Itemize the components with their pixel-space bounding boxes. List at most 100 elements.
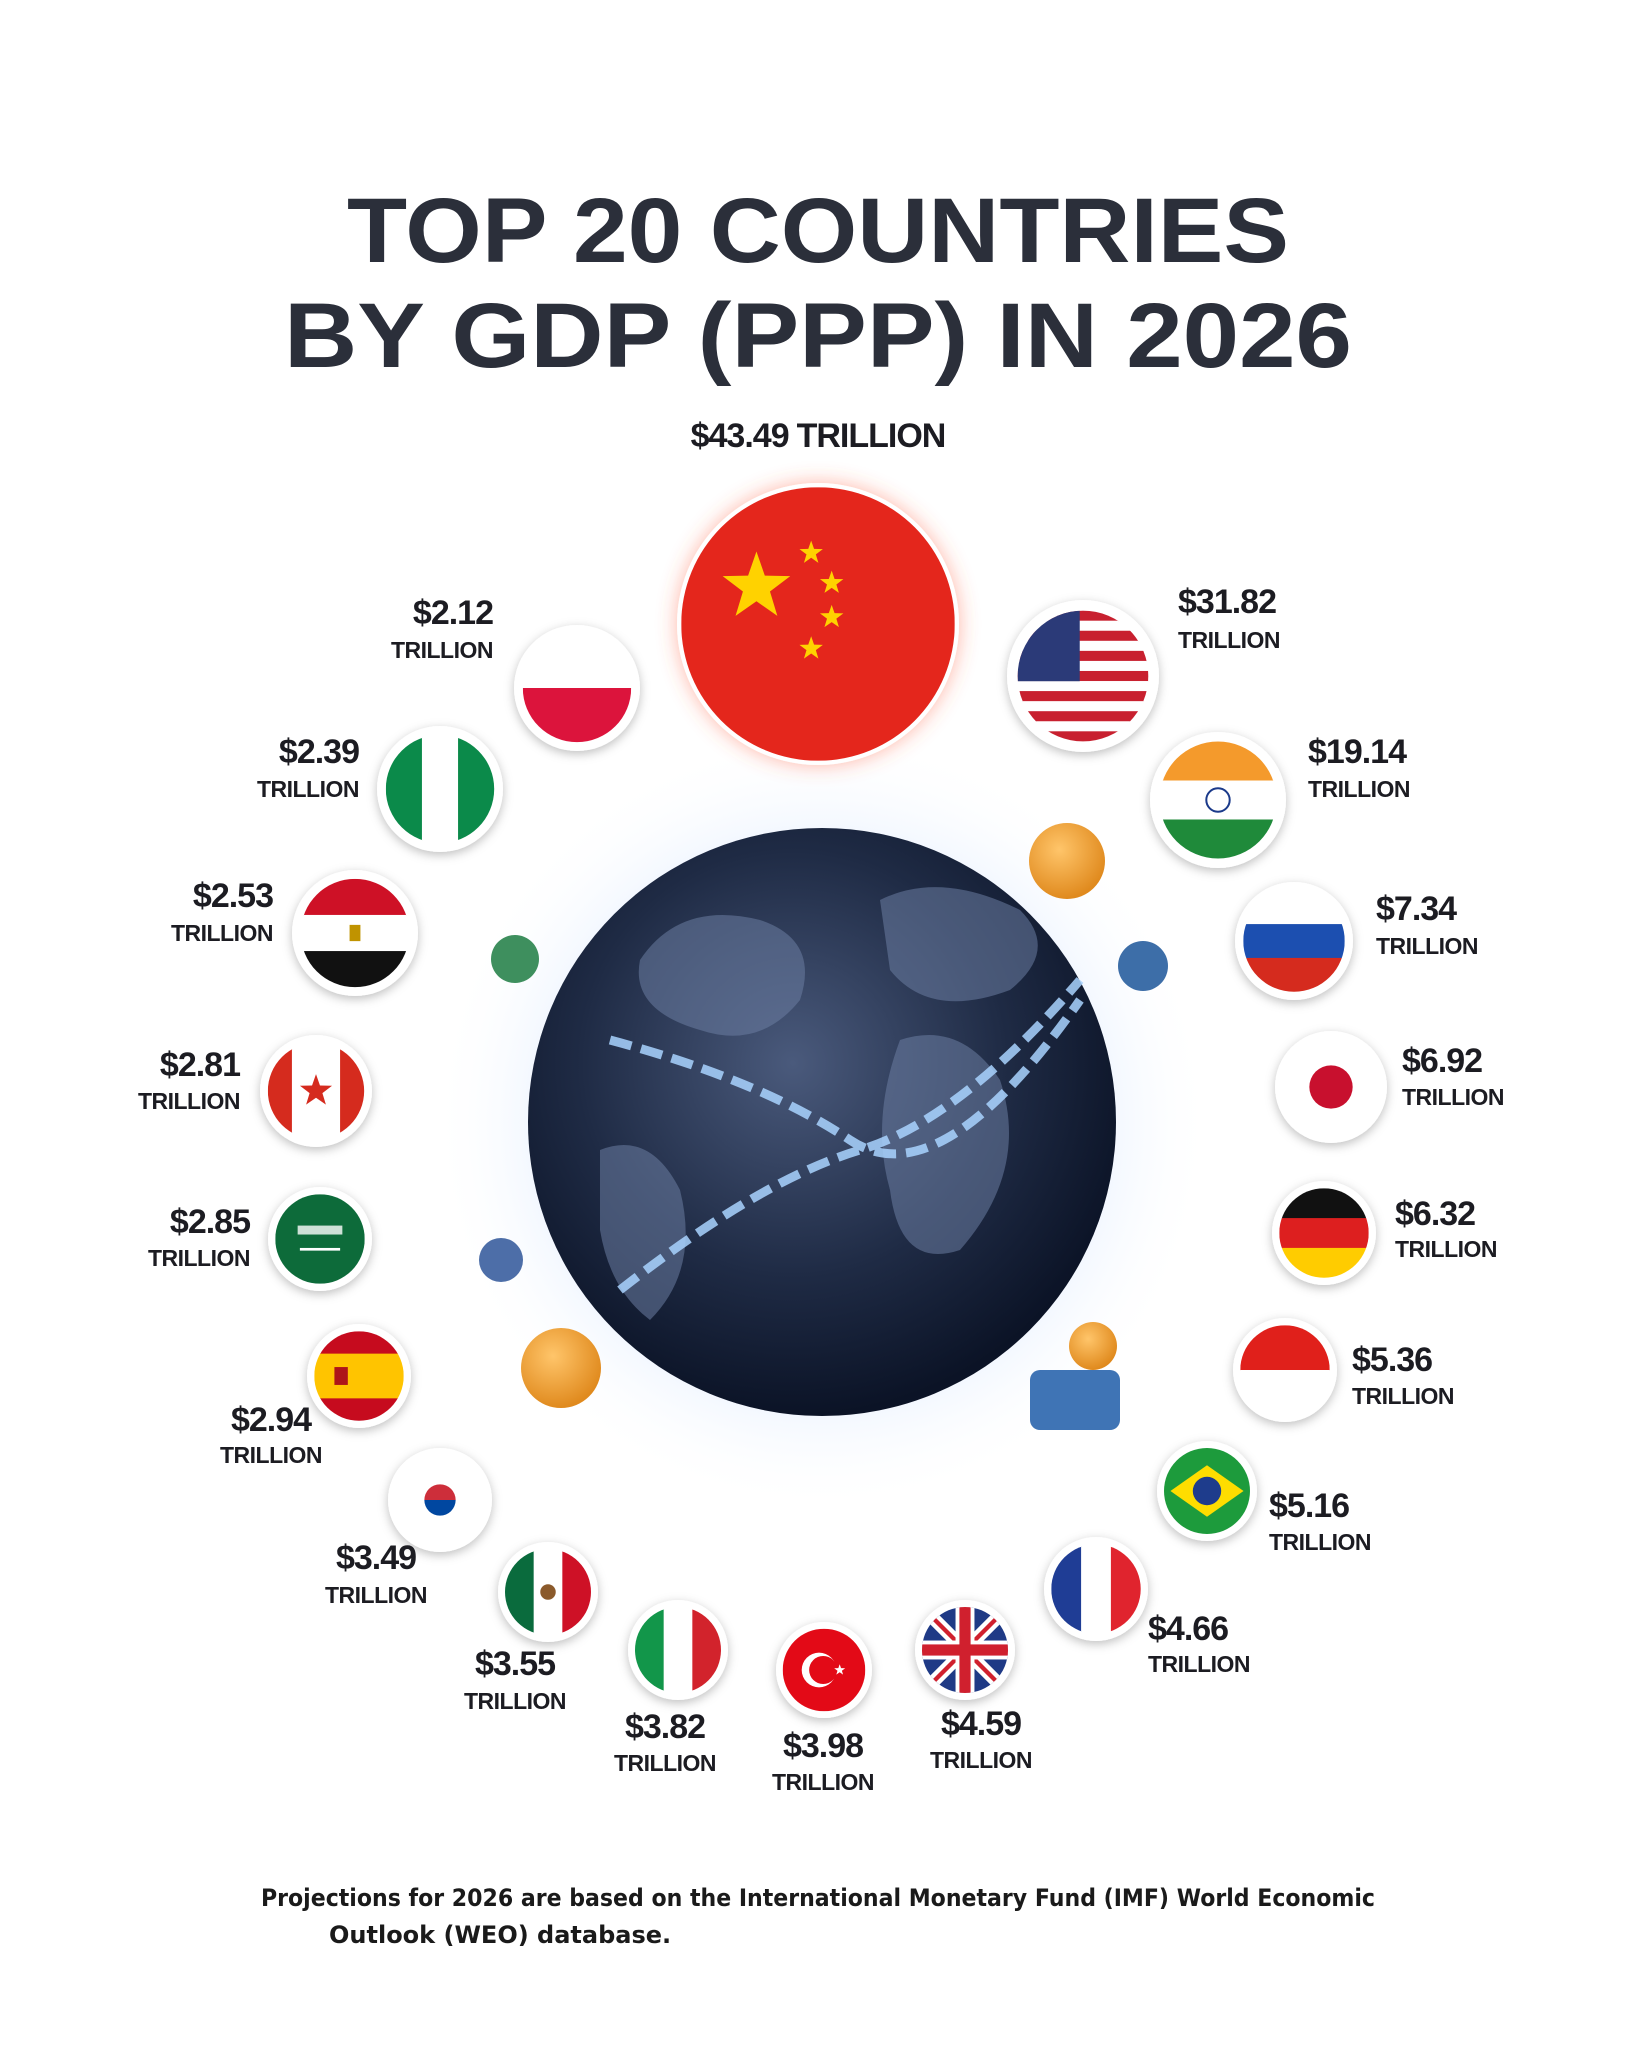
unit: TRILLION — [1178, 627, 1280, 653]
flag — [505, 1549, 591, 1635]
flag-stripe — [1017, 630, 1149, 642]
country-item: $3.49 TRILLION — [325, 1448, 492, 1608]
flag-emblem — [349, 924, 361, 942]
flag — [1240, 1325, 1330, 1415]
globe-art — [432, 732, 1212, 1512]
amount: $4.59 — [941, 1705, 1021, 1743]
country-item: $2.39 TRILLION — [257, 726, 503, 852]
country-item: $6.92 TRILLION — [1275, 1031, 1505, 1143]
flag-field — [681, 487, 955, 761]
country-item: $7.34 TRILLION — [1235, 882, 1479, 1000]
flag-stripe — [1017, 610, 1149, 622]
flag — [395, 1455, 485, 1545]
amount: $5.36 — [1352, 1341, 1432, 1379]
country-item: $3.55 TRILLION — [464, 1542, 598, 1714]
amount: $6.32 — [1395, 1195, 1475, 1233]
country-item: $2.85 TRILLION — [148, 1187, 372, 1291]
amount: $2.94 — [231, 1401, 312, 1439]
amount: $2.12 — [413, 594, 493, 632]
unit: TRILLION — [614, 1750, 716, 1776]
unit: TRILLION — [930, 1747, 1032, 1773]
coin — [479, 1238, 523, 1282]
flag-disc — [1309, 1065, 1353, 1109]
unit: TRILLION — [1376, 933, 1478, 959]
flag — [314, 1331, 404, 1421]
unit: TRILLION — [138, 1088, 240, 1114]
amount: $31.82 — [1178, 583, 1276, 621]
continents — [600, 887, 1038, 1320]
flag-stripe — [1017, 701, 1149, 712]
unit: TRILLION — [1352, 1383, 1454, 1409]
flag — [681, 487, 955, 761]
coin — [1118, 941, 1168, 991]
flag-field — [275, 1194, 365, 1284]
flag-star — [299, 1074, 333, 1105]
country-item: $2.81 TRILLION — [138, 1035, 372, 1147]
title-line: BY GDP (PPP) IN 2026 — [284, 285, 1352, 387]
amount: $5.16 — [1269, 1487, 1349, 1525]
amount: $2.85 — [170, 1203, 250, 1241]
coin — [491, 935, 539, 983]
flag-disc — [1192, 1476, 1222, 1506]
country-item: $2.94 TRILLION — [220, 1324, 411, 1468]
flag-crescent — [809, 1655, 838, 1685]
flag — [275, 1194, 365, 1284]
flag-taegeuk — [424, 1500, 456, 1516]
flag — [300, 878, 410, 988]
flag-stripe — [1159, 780, 1277, 820]
unit: TRILLION — [797, 417, 946, 455]
title-line: TOP 20 COUNTRIES — [347, 180, 1289, 282]
flag — [1282, 1038, 1380, 1136]
amount: $2.39 — [279, 733, 359, 771]
flag — [1164, 1448, 1250, 1534]
footnote: Outlook (WEO) database. — [329, 1921, 671, 1949]
flag-stripe — [1243, 924, 1345, 959]
country-item: $19.14 TRILLION — [1150, 732, 1411, 868]
flag-stripe — [1017, 620, 1149, 632]
flag-stripe — [1017, 670, 1149, 682]
coin-stack — [1030, 1370, 1120, 1430]
unit: TRILLION — [325, 1582, 427, 1608]
flag-sword — [299, 1247, 341, 1251]
coin — [521, 1328, 601, 1408]
flag — [922, 1607, 1008, 1693]
amount: $6.92 — [1402, 1042, 1482, 1080]
amount: $43.49 — [691, 417, 789, 455]
amount: $4.66 — [1148, 1610, 1228, 1648]
country-item: $3.82 TRILLION — [614, 1600, 728, 1776]
flag — [1243, 890, 1345, 992]
flag — [385, 734, 495, 844]
flag-stripe — [1017, 711, 1149, 722]
unit: TRILLION — [391, 637, 493, 663]
flag-star — [799, 636, 823, 659]
flag-stripe — [1279, 1218, 1369, 1249]
amount: $3.55 — [475, 1645, 555, 1683]
flag-star — [799, 540, 823, 563]
amount: $3.98 — [783, 1727, 863, 1765]
unit: TRILLION — [1402, 1084, 1504, 1110]
flag-stripe — [663, 1607, 693, 1693]
unit: TRILLION — [1395, 1236, 1497, 1262]
flag-star — [819, 570, 844, 593]
country-item: $4.66 TRILLION — [1044, 1537, 1251, 1677]
country-item: $5.16 TRILLION — [1157, 1441, 1372, 1555]
chain — [608, 977, 1084, 1294]
amount: $3.49 — [336, 1539, 416, 1577]
unit: TRILLION — [772, 1769, 874, 1795]
country-item: $5.36 TRILLION — [1233, 1318, 1455, 1422]
flag-stripe — [1017, 660, 1149, 672]
flag-emblem — [334, 1367, 348, 1385]
unit: TRILLION — [257, 776, 359, 802]
flag-stripe — [1017, 650, 1149, 662]
flag-taegeuk — [424, 1484, 456, 1500]
country-item: $31.82 TRILLION — [1007, 583, 1281, 752]
flag — [1051, 1544, 1141, 1634]
unit: TRILLION — [1308, 776, 1410, 802]
flag-stripe — [1081, 1544, 1112, 1634]
flag-stripe — [421, 734, 459, 844]
amount: $2.53 — [193, 877, 273, 915]
coin — [1029, 823, 1105, 899]
flag-star — [834, 1664, 846, 1675]
flag-stripe — [1017, 691, 1149, 702]
amount: $7.34 — [1376, 890, 1457, 928]
